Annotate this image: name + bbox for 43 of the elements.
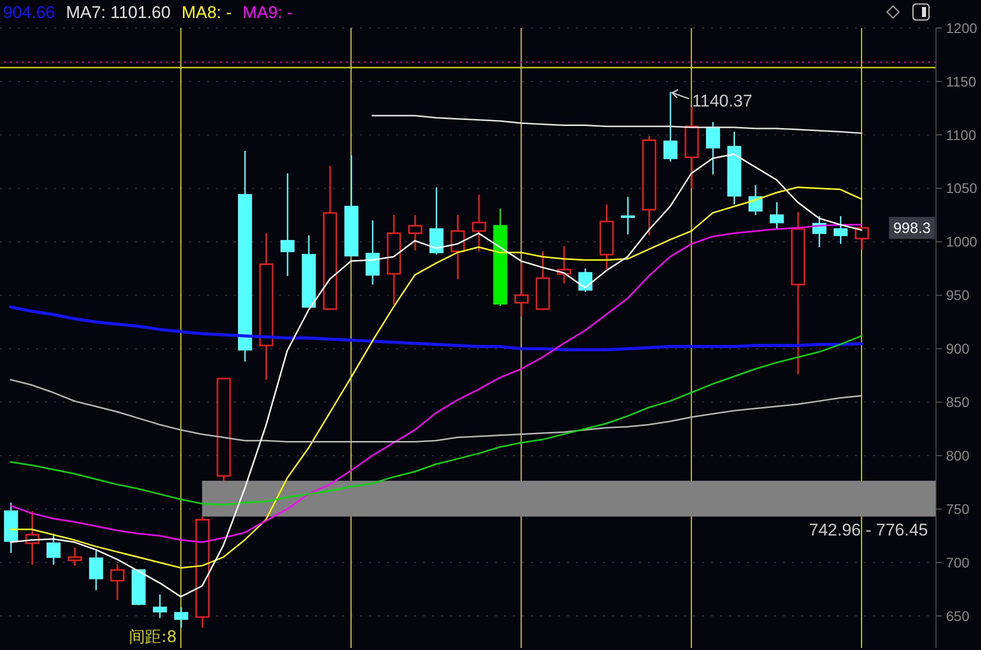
candlestick — [408, 214, 422, 252]
y-tick-label: 800 — [946, 447, 970, 464]
text: 904.66 — [3, 2, 55, 24]
candlestick — [620, 196, 635, 236]
candlestick — [110, 564, 124, 601]
annotation: 间距:8 — [129, 627, 177, 646]
y-tick-label: 650 — [946, 608, 970, 624]
candlestick — [280, 172, 295, 277]
y-tick-label: 1150 — [946, 73, 976, 90]
candlestick — [68, 546, 82, 566]
candlestick — [472, 194, 486, 252]
line-series — [9, 306, 864, 352]
y-tick-label: 950 — [946, 287, 970, 304]
y-tick-label: 700 — [946, 554, 970, 570]
candlestick — [366, 220, 380, 286]
candlestick — [791, 211, 806, 376]
text: 998.3 — [893, 220, 931, 238]
candlestick — [152, 594, 167, 619]
text: MA8: - — [182, 2, 232, 24]
y-tick-label: 1050 — [946, 180, 978, 196]
text: MA7: 1101.60 — [66, 2, 171, 24]
candlestick — [834, 215, 848, 245]
line-series — [10, 378, 862, 442]
y-tick-label: 1200 — [946, 20, 978, 36]
y-tick-label: 850 — [946, 394, 970, 410]
candlestick — [684, 106, 699, 190]
candlestick — [89, 550, 104, 591]
band-label: 742.96 - 776.45 — [808, 520, 928, 540]
candlestick — [600, 204, 614, 270]
text: MA9: - — [242, 2, 293, 24]
annotation: 1140.37 — [692, 92, 752, 111]
y-tick-label: 750 — [946, 500, 970, 517]
candlestick — [514, 262, 529, 318]
line-series — [10, 224, 862, 543]
y-tick-label: 900 — [946, 340, 970, 357]
candlestick — [727, 130, 742, 206]
candlestick — [174, 606, 188, 628]
y-tick-label: 1000 — [946, 234, 978, 250]
y-tick-label: 1100 — [946, 126, 976, 143]
candlestick — [259, 232, 274, 380]
line-series — [10, 335, 862, 506]
candlestick — [238, 150, 252, 362]
candlestick — [386, 214, 401, 306]
